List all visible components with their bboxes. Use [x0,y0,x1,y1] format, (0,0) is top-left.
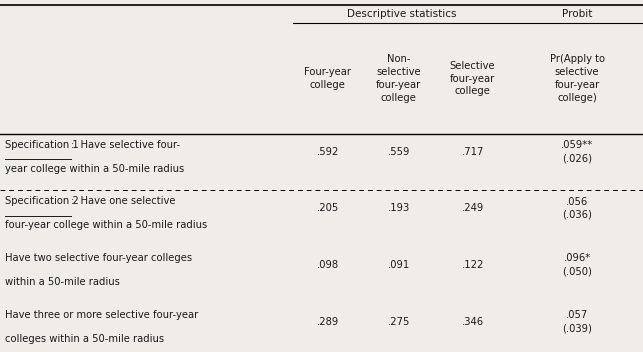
Text: Selective
four-year
college: Selective four-year college [450,61,495,96]
Text: .205: .205 [317,203,339,213]
Text: :  Have one selective: : Have one selective [71,196,176,206]
Text: year college within a 50-mile radius: year college within a 50-mile radius [5,164,185,174]
Text: .056
(.036): .056 (.036) [562,197,592,220]
Text: Probit: Probit [562,9,592,19]
Text: colleges within a 50-mile radius: colleges within a 50-mile radius [5,334,164,344]
Text: .717: .717 [462,147,484,157]
Text: .193: .193 [388,203,410,213]
Text: Four-year
college: Four-year college [304,67,352,90]
Text: Have three or more selective four-year: Have three or more selective four-year [5,310,199,320]
Text: .096*
(.050): .096* (.050) [562,253,592,277]
Text: .122: .122 [462,260,484,270]
Text: Descriptive statistics: Descriptive statistics [347,9,457,19]
Text: .057
(.039): .057 (.039) [562,310,592,333]
Text: Specification 2: Specification 2 [5,196,79,206]
Text: .059**
(.026): .059** (.026) [561,140,593,163]
Text: four-year college within a 50-mile radius: four-year college within a 50-mile radiu… [5,220,208,230]
Text: :  Have selective four-: : Have selective four- [71,140,180,150]
Text: Pr(Apply to
selective
four-year
college): Pr(Apply to selective four-year college) [550,55,604,103]
Text: .249: .249 [462,203,484,213]
Text: Have two selective four-year colleges: Have two selective four-year colleges [5,253,192,263]
Text: within a 50-mile radius: within a 50-mile radius [5,277,120,287]
Text: .346: .346 [462,317,484,327]
Text: .098: .098 [317,260,339,270]
Text: .289: .289 [317,317,339,327]
Text: .091: .091 [388,260,410,270]
Text: .559: .559 [388,147,410,157]
Text: Non-
selective
four-year
college: Non- selective four-year college [376,55,421,103]
Text: Specification 1: Specification 1 [5,140,79,150]
Text: .275: .275 [388,317,410,327]
Text: .592: .592 [317,147,339,157]
